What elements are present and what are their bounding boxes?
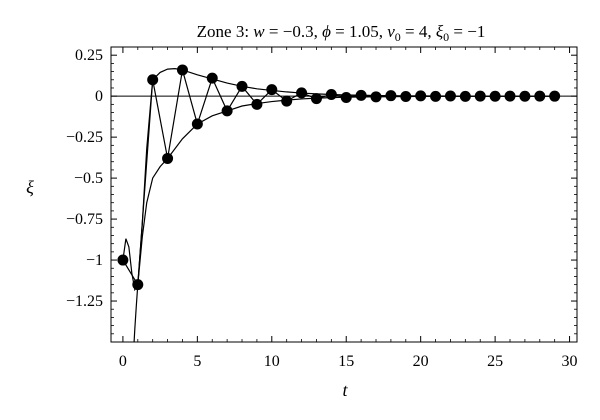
data-point [504, 90, 516, 102]
plot-frame [110, 46, 578, 343]
title-xi-val: = −1 [449, 22, 485, 41]
y-tick-label: −1.25 [66, 293, 103, 310]
y-axis-label: ξ [26, 177, 34, 197]
title-xi-sub: 0 [443, 30, 449, 44]
data-point [281, 95, 293, 107]
upper-envelope-curve [122, 68, 555, 292]
data-point [355, 89, 367, 101]
data-point [489, 90, 501, 102]
y-tick-label: −0.25 [66, 129, 103, 146]
tick-marks [111, 47, 577, 342]
y-tick-label: −0.5 [74, 170, 103, 187]
title-prefix: Zone 3: [197, 22, 254, 41]
x-tick-label: 0 [119, 353, 127, 370]
data-point [340, 91, 352, 103]
data-point [132, 279, 144, 291]
title-w-var: w [253, 22, 265, 41]
title-phi-var: ϕ [322, 22, 331, 41]
x-tick-label: 20 [413, 353, 429, 370]
x-axis-label: t [342, 380, 348, 400]
data-point [221, 105, 233, 117]
data-point [206, 72, 218, 84]
data-point [430, 90, 442, 102]
data-point [474, 90, 486, 102]
y-tick-label: 0.25 [75, 47, 103, 64]
data-point [325, 89, 337, 101]
y-tick-label: −1 [86, 252, 103, 269]
lower-envelope-curve [133, 95, 555, 342]
title-phi-val: = 1.05, [331, 22, 387, 41]
data-point [176, 64, 188, 76]
x-tick-label: 30 [562, 353, 578, 370]
chart-title: Zone 3: w = −0.3, ϕ = 1.05, v0 = 4, ξ0 =… [197, 22, 486, 44]
title-v-sub: 0 [395, 30, 401, 44]
data-point [162, 152, 174, 164]
x-tick-label: 5 [193, 353, 201, 370]
data-point [310, 93, 322, 105]
data-point [459, 90, 471, 102]
data-point [251, 98, 263, 110]
data-point [236, 80, 248, 92]
data-point [534, 90, 546, 102]
iterate-zigzag-line [122, 69, 555, 287]
data-point [385, 90, 397, 102]
x-tick-label: 25 [487, 353, 503, 370]
data-point [191, 118, 203, 130]
data-point [147, 74, 159, 86]
data-point [370, 91, 382, 103]
y-tick-label: 0 [95, 88, 103, 105]
title-xi-var: ξ [436, 22, 444, 41]
data-point [266, 84, 278, 96]
title-w-val: = −0.3, [265, 22, 322, 41]
data-point [444, 90, 456, 102]
data-point [296, 87, 308, 99]
tick-labels: 0 5 10 15 20 25 30 0.25 0 −0.25 −0.5 −0.75 −1 −1.25 [66, 47, 578, 370]
x-tick-label: 10 [264, 353, 280, 370]
x-tick-label: 15 [338, 353, 354, 370]
data-point [415, 90, 427, 102]
data-point [549, 90, 561, 102]
data-point [519, 90, 531, 102]
data-point [117, 254, 129, 266]
y-tick-label: −0.75 [66, 211, 103, 228]
plot-content [111, 64, 577, 342]
title-v-var: v [387, 22, 395, 41]
data-point [400, 90, 412, 102]
title-v-val: = 4, [401, 22, 436, 41]
